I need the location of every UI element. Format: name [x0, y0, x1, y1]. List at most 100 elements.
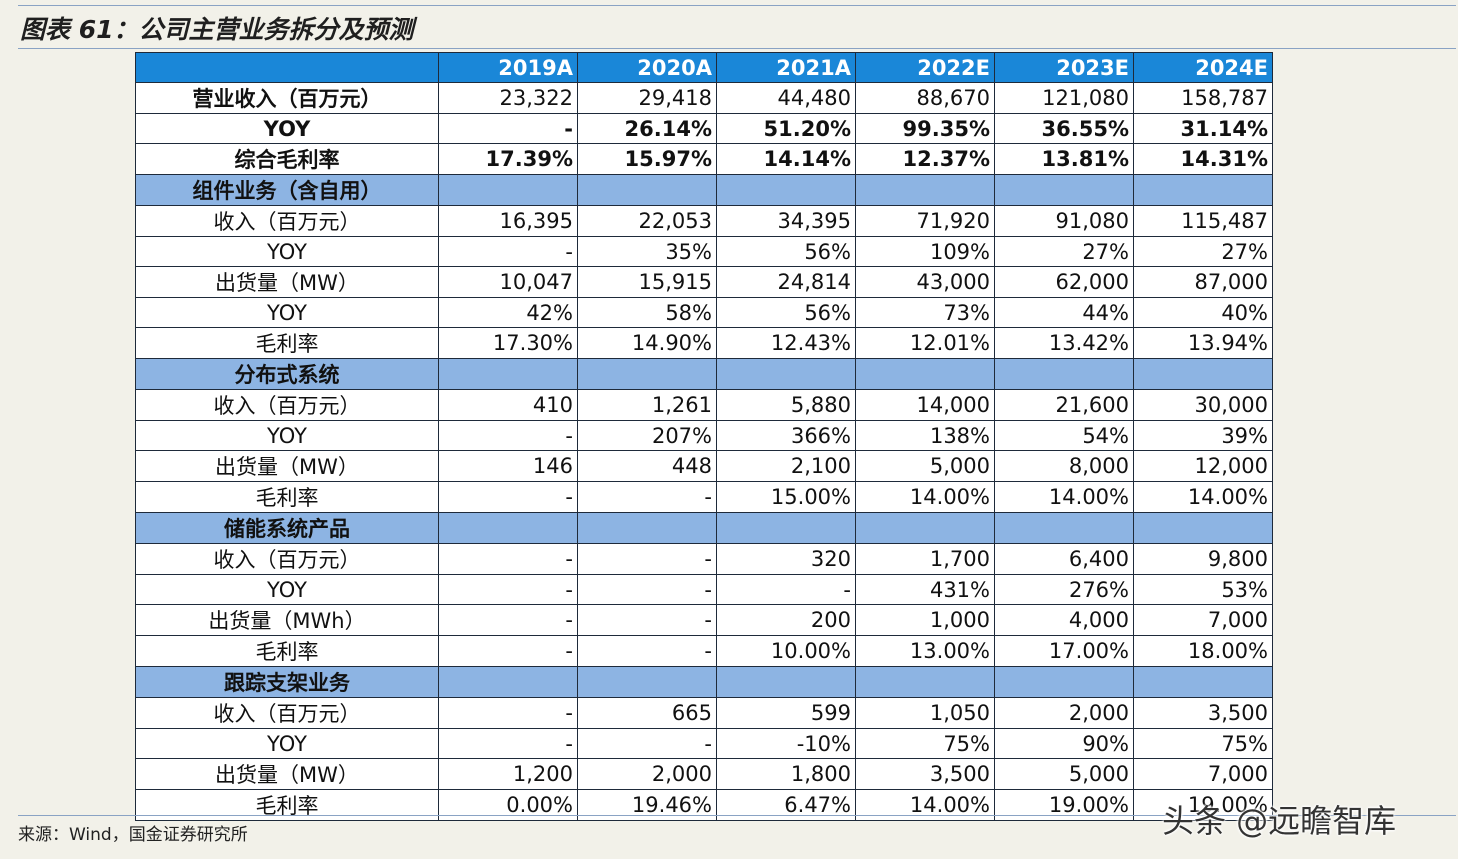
value-cell [994, 174, 1134, 206]
value-cell: 58% [577, 297, 717, 328]
value-cell: 200 [716, 604, 856, 636]
header-year-cell: 2019A [438, 52, 578, 83]
row-label: 毛利率 [135, 481, 439, 513]
value-cell [1133, 666, 1273, 698]
value-cell: - [577, 604, 717, 636]
value-cell: 10,047 [438, 266, 578, 298]
value-cell: 109% [855, 236, 995, 267]
value-cell [855, 512, 995, 544]
value-cell: 15.00% [716, 481, 856, 513]
table-row: YOY -26.14% 51.20% 99.35% 36.55% 31.14% [135, 113, 1273, 144]
value-cell: 75% [1133, 728, 1273, 759]
table-row: YOY -207% 366% 138% 54% 39% [135, 420, 1273, 451]
value-cell: 31.14% [1133, 113, 1273, 144]
value-cell: - [577, 728, 717, 759]
value-cell: - [438, 635, 578, 667]
value-cell: 10.00% [716, 635, 856, 667]
table-row: YOY -35% 56% 109% 27% 27% [135, 236, 1273, 267]
value-cell [577, 666, 717, 698]
value-cell: 17.00% [994, 635, 1134, 667]
row-label: 收入（百万元） [135, 389, 439, 421]
value-cell [438, 666, 578, 698]
value-cell: 7,000 [1133, 758, 1273, 790]
value-cell: 115,487 [1133, 205, 1273, 237]
section-row: 跟踪支架业务 [135, 666, 1273, 698]
value-cell: 39% [1133, 420, 1273, 451]
table-row: 毛利率 - -15.00% 14.00% 14.00% 14.00% [135, 481, 1273, 513]
value-cell: 13.94% [1133, 327, 1273, 359]
title-rule-top [18, 5, 1456, 6]
value-cell: 12,000 [1133, 450, 1273, 482]
table-row: 收入（百万元） 16,395 22,053 34,395 71,920 91,080 115… [135, 205, 1273, 237]
value-cell: 138% [855, 420, 995, 451]
header-year-cell: 2023E [994, 52, 1134, 83]
value-cell: - [438, 574, 578, 605]
value-cell: 99.35% [855, 113, 995, 144]
financial-table: 2019A 2020A 2021A 2022E 2023E 2024E 营业收入（百万元）… [135, 52, 1273, 821]
value-cell: 1,261 [577, 389, 717, 421]
watermark-text: 头条 @远瞻智库 [1162, 802, 1397, 840]
value-cell: - [438, 543, 578, 575]
value-cell: 27% [1133, 236, 1273, 267]
row-label: 毛利率 [135, 327, 439, 359]
value-cell: 3,500 [855, 758, 995, 790]
table-row: 营业收入（百万元） 23,322 29,418 44,480 88,670 121,080… [135, 82, 1273, 114]
table-row: YOY - - -10% 75% 90% 75% [135, 728, 1273, 759]
row-label: 收入（百万元） [135, 697, 439, 729]
value-cell [438, 358, 578, 390]
row-label: YOY [135, 574, 439, 605]
value-cell: 2,000 [577, 758, 717, 790]
value-cell: 51.20% [716, 113, 856, 144]
value-cell [438, 512, 578, 544]
value-cell: 18.00% [1133, 635, 1273, 667]
value-cell: 1,200 [438, 758, 578, 790]
value-cell: 88,670 [855, 82, 995, 114]
source-note: 来源：Wind，国金证券研究所 [18, 825, 248, 845]
table-row: 出货量（MWh） - -200 1,000 4,000 7,000 [135, 604, 1273, 636]
value-cell: - [438, 697, 578, 729]
row-label: 出货量（MWh） [135, 604, 439, 636]
value-cell: 42% [438, 297, 578, 328]
value-cell: 121,080 [994, 82, 1134, 114]
value-cell: 13.00% [855, 635, 995, 667]
table-row: YOY 42% 58% 56% 73% 44% 40% [135, 297, 1273, 328]
value-cell: 1,800 [716, 758, 856, 790]
value-cell [855, 174, 995, 206]
value-cell: 12.43% [716, 327, 856, 359]
value-cell: 146 [438, 450, 578, 482]
header-blank-cell [135, 52, 439, 83]
value-cell: 14.00% [1133, 481, 1273, 513]
figure-title: 图表 61：公司主营业务拆分及预测 [20, 15, 414, 44]
value-cell: 5,000 [994, 758, 1134, 790]
value-cell: 431% [855, 574, 995, 605]
value-cell: 87,000 [1133, 266, 1273, 298]
value-cell: 73% [855, 297, 995, 328]
value-cell [716, 358, 856, 390]
value-cell: 29,418 [577, 82, 717, 114]
value-cell [1133, 174, 1273, 206]
value-cell: 44,480 [716, 82, 856, 114]
header-year-cell: 2024E [1133, 52, 1273, 83]
value-cell: 12.01% [855, 327, 995, 359]
header-year-cell: 2022E [855, 52, 995, 83]
source-rule [18, 815, 1456, 816]
value-cell: 4,000 [994, 604, 1134, 636]
value-cell: 1,700 [855, 543, 995, 575]
row-label: 收入（百万元） [135, 543, 439, 575]
row-label: YOY [135, 728, 439, 759]
table-row: 出货量（MW） 1,200 2,000 1,800 3,500 5,000 7,000 [135, 758, 1273, 790]
value-cell: 16,395 [438, 205, 578, 237]
row-label: 分布式系统 [135, 358, 439, 390]
value-cell: 8,000 [994, 450, 1134, 482]
value-cell [577, 174, 717, 206]
value-cell: 14.90% [577, 327, 717, 359]
row-label: 出货量（MW） [135, 266, 439, 298]
table-row: 收入（百万元） 410 1,261 5,880 14,000 21,600 30,000 [135, 389, 1273, 421]
row-label: 营业收入（百万元） [135, 82, 439, 114]
row-label: YOY [135, 420, 439, 451]
value-cell [716, 512, 856, 544]
value-cell: 13.42% [994, 327, 1134, 359]
value-cell: -10% [716, 728, 856, 759]
value-cell: - [577, 574, 717, 605]
value-cell: - [577, 635, 717, 667]
